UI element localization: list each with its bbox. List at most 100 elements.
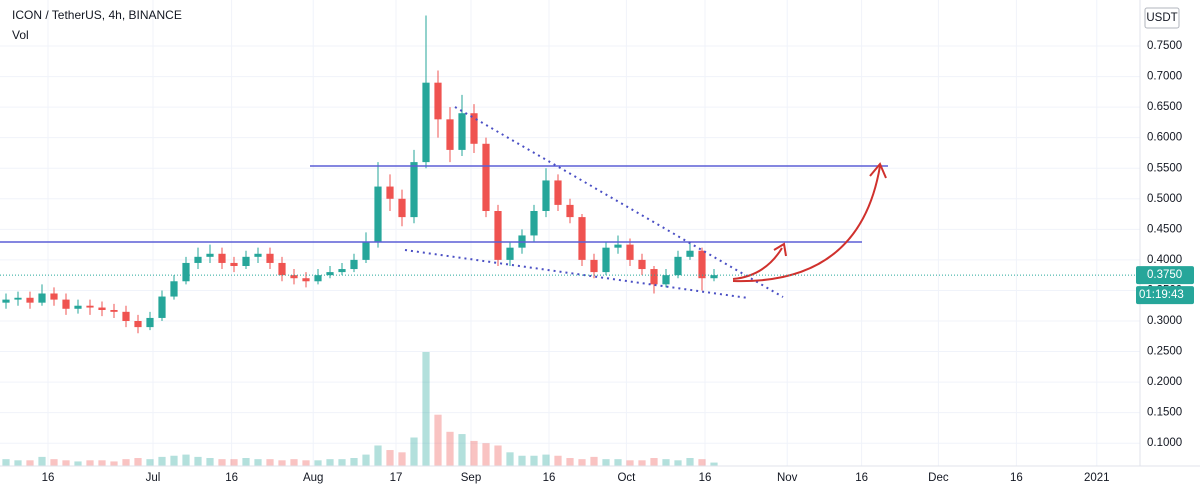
- candle-body: [170, 281, 178, 297]
- y-tick-label: 0.3000: [1147, 315, 1182, 327]
- volume-bar: [110, 461, 118, 466]
- candle-body: [686, 250, 694, 257]
- x-tick-label: 16: [699, 472, 712, 484]
- x-tick-label: 2021: [1084, 472, 1110, 484]
- candle-body: [338, 269, 346, 273]
- y-tick-label: 0.5000: [1147, 193, 1182, 205]
- candle-body: [614, 244, 622, 248]
- volume-bar: [362, 454, 370, 466]
- volume-bar: [14, 460, 22, 466]
- countdown: 01:19:43: [1139, 289, 1184, 301]
- y-tick-label: 0.2500: [1147, 346, 1182, 358]
- chart-title: ICON / TetherUS, 4h, BINANCE: [12, 8, 182, 22]
- x-tick-label: 16: [225, 472, 238, 484]
- y-tick-label: 0.6500: [1147, 101, 1182, 113]
- volume-bar: [686, 458, 694, 466]
- volume-bar: [674, 460, 682, 466]
- volume-bar: [506, 452, 514, 466]
- volume-bar: [458, 434, 466, 466]
- arrow: [732, 165, 881, 283]
- candle-body: [362, 241, 370, 260]
- candle-body: [326, 272, 334, 276]
- candles: [2, 15, 718, 334]
- y-tick-label: 0.6000: [1147, 132, 1182, 144]
- candle-body: [602, 247, 610, 273]
- candle-body: [434, 82, 442, 120]
- volume-bar: [530, 455, 538, 466]
- volume-bar: [650, 458, 658, 466]
- volume-bar: [170, 455, 178, 466]
- candle-body: [182, 262, 190, 282]
- volume-bar: [98, 460, 106, 466]
- x-tick-label: Oct: [617, 472, 636, 484]
- x-tick-label: 17: [390, 472, 403, 484]
- volume-bar: [374, 445, 382, 466]
- candle-body: [290, 275, 298, 279]
- x-tick-label: 16: [42, 472, 55, 484]
- volume-bar: [566, 458, 574, 466]
- candle-body: [254, 253, 262, 257]
- x-tick-label: Dec: [928, 472, 949, 484]
- candle-body: [86, 305, 94, 308]
- volume-bar: [698, 459, 706, 466]
- candle-body: [14, 297, 22, 300]
- volume-bar: [2, 459, 10, 466]
- y-tick-label: 0.1000: [1147, 437, 1182, 449]
- candle-body: [194, 256, 202, 263]
- candle-body: [110, 309, 118, 312]
- candle-body: [482, 143, 490, 212]
- y-tick-label: 0.5500: [1147, 162, 1182, 174]
- volume-bar: [314, 460, 322, 466]
- candle-body: [674, 256, 682, 276]
- currency-box[interactable]: [1144, 7, 1180, 29]
- volume-bar: [158, 456, 166, 466]
- volume-label: Vol: [12, 28, 29, 42]
- volume-bar: [86, 460, 94, 466]
- candle-body: [386, 186, 394, 199]
- arrow-head: [869, 162, 887, 179]
- volume-bar: [338, 459, 346, 466]
- candle-body: [410, 162, 418, 218]
- arrow: [732, 247, 783, 280]
- volume-bar: [542, 454, 550, 466]
- candle-body: [242, 256, 250, 266]
- arrow-head: [773, 242, 787, 257]
- candle-body: [470, 113, 478, 144]
- volume-bar: [638, 460, 646, 466]
- volume-bar: [38, 456, 46, 466]
- candle-body: [590, 259, 598, 273]
- volume-bar: [482, 443, 490, 466]
- volume-bar: [350, 458, 358, 466]
- y-tick-label: 0.4000: [1147, 254, 1182, 266]
- candle-body: [494, 211, 502, 260]
- volume-bar: [422, 352, 430, 466]
- x-tick-label: Jul: [146, 472, 161, 484]
- volume-bar: [470, 440, 478, 466]
- candle-body: [302, 278, 310, 282]
- candle-body: [98, 307, 106, 310]
- volume-bar: [518, 455, 526, 466]
- volume-bar: [626, 460, 634, 466]
- volume-bar: [50, 459, 58, 466]
- volume-bar: [326, 459, 334, 466]
- candle-body: [266, 253, 274, 263]
- candle-body: [458, 113, 466, 150]
- volume-bar: [218, 459, 226, 466]
- volume-bar: [662, 459, 670, 466]
- volume-bar: [230, 459, 238, 466]
- countdown-box: [1136, 286, 1194, 305]
- candle-body: [578, 217, 586, 260]
- candle-body: [50, 293, 58, 300]
- volume-bar: [122, 459, 130, 466]
- volume-bar: [62, 460, 70, 466]
- volume-bar: [434, 414, 442, 466]
- volume-bar: [242, 458, 250, 466]
- volume-bar: [266, 459, 274, 466]
- candle-body: [62, 299, 70, 309]
- volume-bar: [194, 456, 202, 466]
- volume-bar: [26, 460, 34, 466]
- candle-body: [146, 317, 154, 328]
- volume-bar: [206, 458, 214, 466]
- volume: [2, 352, 718, 466]
- volume-bar: [710, 462, 718, 466]
